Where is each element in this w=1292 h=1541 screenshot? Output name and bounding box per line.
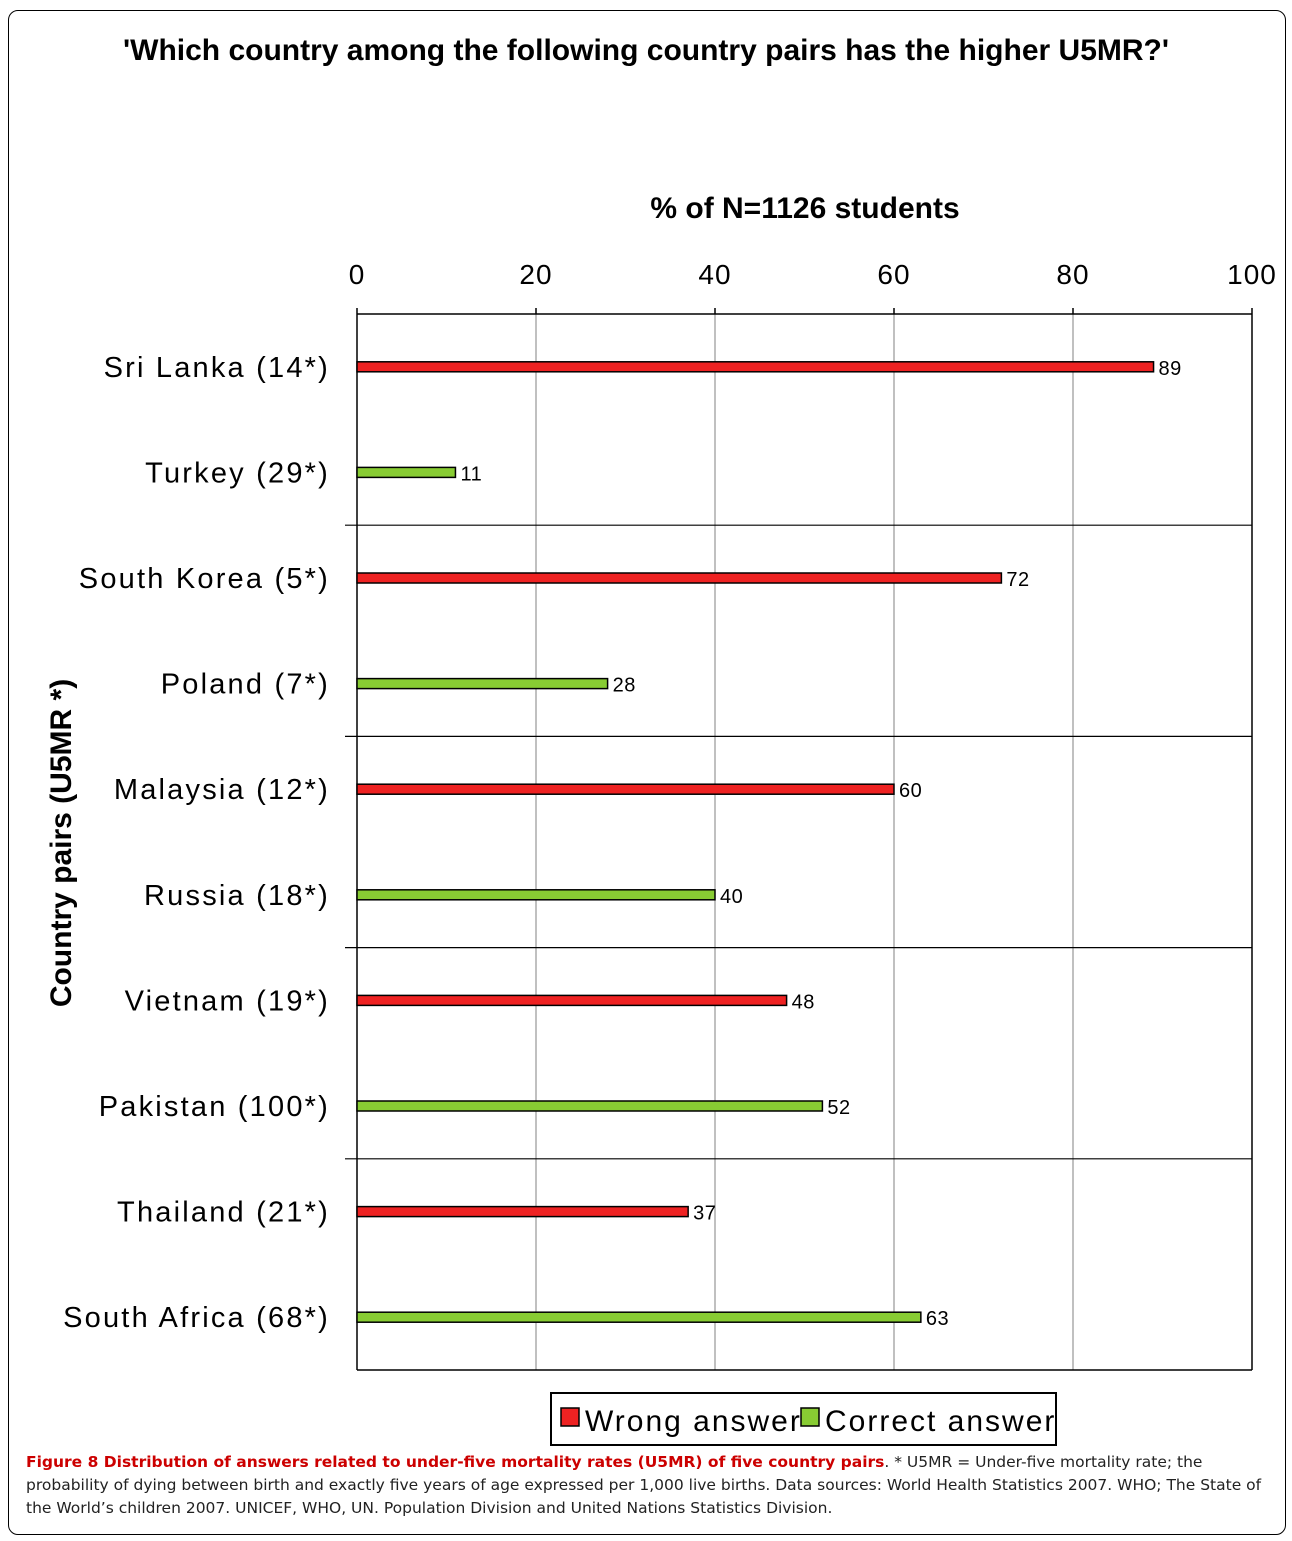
- x-tick-label: 100: [1227, 259, 1277, 290]
- bar-value-label: 60: [899, 780, 922, 802]
- x-tick-label: 20: [519, 259, 552, 290]
- legend-swatch-correct: [800, 1407, 820, 1427]
- x-tick-label: 0: [349, 259, 366, 290]
- bar-correct-answer: [356, 677, 609, 690]
- bar-correct-answer: [356, 1311, 922, 1323]
- bar-value-label: 89: [1159, 358, 1182, 380]
- figure-frame: [8, 10, 1286, 1535]
- caption-text: . * U5MR = Under-five mortality rate; th…: [26, 1453, 1262, 1517]
- category-label: South Africa (68*): [63, 1302, 330, 1334]
- chart-title: 'Which country among the following count…: [123, 34, 1169, 67]
- bar-wrong-answer: [356, 361, 1155, 373]
- bar-value-label: 72: [1006, 569, 1029, 591]
- category-label: Poland (7*): [161, 669, 330, 701]
- bar-value-label: 63: [926, 1308, 949, 1330]
- bar-correct-answer: [356, 466, 457, 479]
- x-tick-label: 80: [1056, 259, 1089, 290]
- bar-chart: % of N=1126 students 0 20 40 60 80 100 89 Sri La…: [63, 192, 1277, 1446]
- category-label: Turkey (29*): [145, 457, 330, 489]
- bar-wrong-answer: [356, 1205, 689, 1218]
- x-tick-label: 40: [698, 259, 731, 290]
- bar-value-label: 28: [613, 675, 636, 697]
- bar-correct-answer: [356, 889, 716, 901]
- bar-wrong-answer: [356, 572, 1003, 584]
- bar-wrong-answer: [356, 994, 788, 1007]
- y-axis-label: Country pairs (U5MR *): [45, 678, 78, 1008]
- category-label: Vietnam (19*): [125, 985, 330, 1017]
- bar-wrong-answer: [356, 783, 895, 795]
- figure-caption: Figure 8 Distribution of answers related…: [26, 1451, 1276, 1520]
- category-label: Malaysia (12*): [114, 774, 330, 806]
- category-label: Sri Lanka (14*): [104, 352, 330, 384]
- category-label: Russia (18*): [144, 880, 330, 912]
- bar-correct-answer: [356, 1100, 824, 1112]
- bar-value-label: 37: [693, 1203, 716, 1225]
- bar-value-label: 48: [792, 991, 815, 1013]
- caption-title: Figure 8 Distribution of answers related…: [26, 1453, 885, 1471]
- legend-swatch-wrong: [560, 1407, 580, 1427]
- bar-value-label: 11: [460, 463, 482, 485]
- bar-value-label: 40: [720, 886, 743, 908]
- legend-label-wrong: Wrong answer: [585, 1405, 802, 1438]
- x-tick-label: 60: [877, 259, 910, 290]
- category-label: South Korea (5*): [79, 563, 330, 595]
- category-label: Thailand (21*): [117, 1197, 330, 1229]
- bar-value-label: 52: [827, 1097, 850, 1119]
- legend-label-correct: Correct answer: [825, 1405, 1056, 1438]
- category-label: Pakistan (100*): [99, 1091, 330, 1123]
- x-axis-label: % of N=1126 students: [650, 192, 959, 225]
